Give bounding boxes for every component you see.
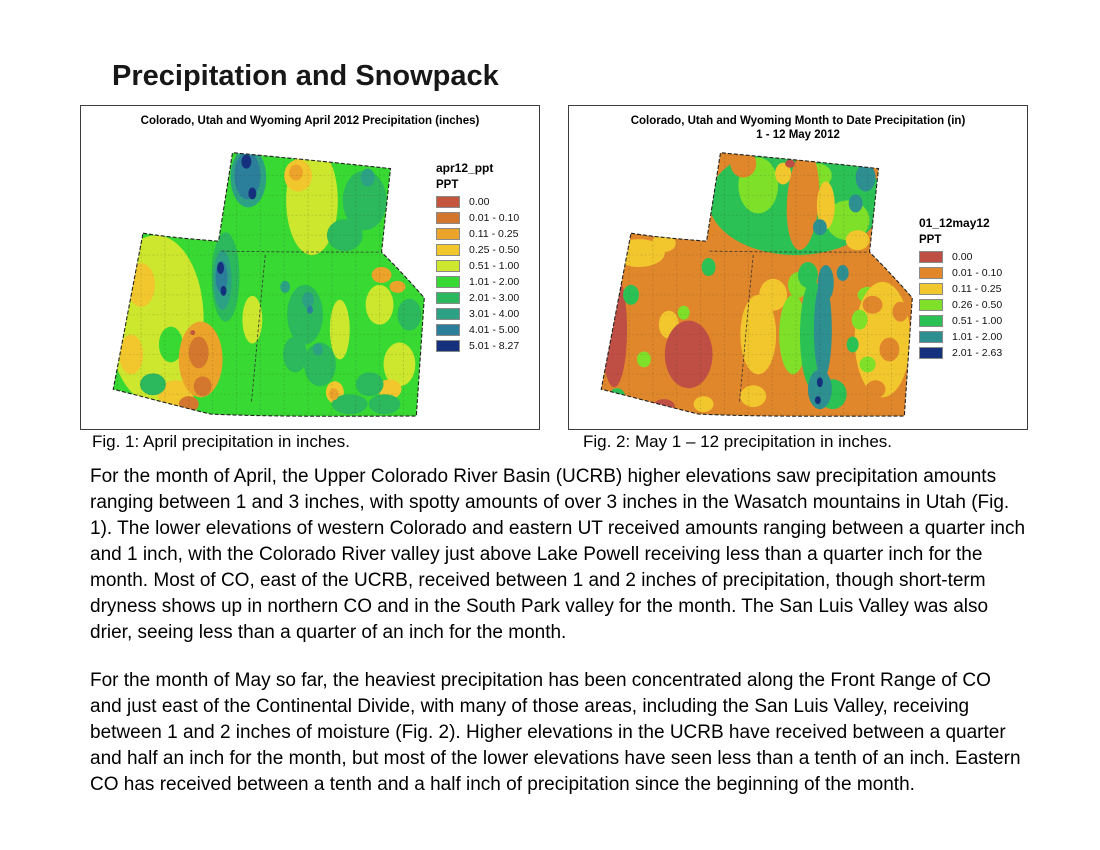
legend-swatch	[436, 292, 460, 304]
legend-swatch	[436, 244, 460, 256]
legend-swatch	[919, 267, 943, 279]
figure-2-caption: Fig. 2: May 1 – 12 precipitation in inch…	[583, 432, 892, 451]
figure-2-legend: 01_12may12 PPT 0.00 0.01 - 0.10 0.11 - 0.2…	[919, 216, 1002, 361]
legend-rows: 0.00 0.01 - 0.10 0.11 - 0.25 0.25 - 0.50 0.5…	[436, 194, 519, 354]
legend-label: 2.01 - 2.63	[952, 347, 1003, 359]
legend-row: 0.25 - 0.50	[436, 242, 519, 258]
legend-row: 0.01 - 0.10	[436, 210, 519, 226]
legend-label: 2.01 - 3.00	[469, 292, 520, 304]
legend-label: 0.26 - 0.50	[952, 299, 1003, 311]
legend-label: 0.01 - 0.10	[952, 267, 1003, 279]
legend-label: 1.01 - 2.00	[952, 331, 1003, 343]
legend-swatch	[919, 283, 943, 295]
legend-swatch	[919, 331, 943, 343]
legend-swatch	[436, 308, 460, 320]
legend-label: 1.01 - 2.00	[469, 276, 520, 288]
figure-2-map-title-line1: Colorado, Utah and Wyoming Month to Date…	[630, 115, 966, 127]
legend-row: 1.01 - 2.00	[436, 274, 519, 290]
legend-label: 0.00	[469, 196, 490, 208]
figure-2-map-title-line2: 1 - 12 May 2012	[756, 129, 840, 141]
figure-1-caption: Fig. 1: April precipitation in inches.	[92, 432, 350, 451]
page-title: Precipitation and Snowpack	[112, 60, 499, 92]
paragraph-april: For the month of April, the Upper Colora…	[90, 466, 1026, 643]
legend-row: 0.00	[919, 249, 1002, 265]
legend-row: 0.26 - 0.50	[919, 297, 1002, 313]
legend-row: 0.51 - 1.00	[919, 313, 1002, 329]
legend-swatch	[436, 212, 460, 224]
legend-swatch	[436, 340, 460, 352]
legend-swatch	[436, 228, 460, 240]
legend-row: 2.01 - 2.63	[919, 345, 1002, 361]
figure-2-map-title: Colorado, Utah and Wyoming Month to Date…	[569, 114, 1027, 142]
april-precipitation-map-graphic	[112, 152, 425, 417]
legend-label: 5.01 - 8.27	[469, 340, 520, 352]
legend-row: 0.01 - 0.10	[919, 265, 1002, 281]
legend-row: 5.01 - 8.27	[436, 338, 519, 354]
legend-label: 0.01 - 0.10	[469, 212, 520, 224]
legend-swatch	[919, 315, 943, 327]
legend-swatch	[919, 299, 943, 311]
legend-label: 0.51 - 1.00	[469, 260, 520, 272]
legend-swatch	[436, 276, 460, 288]
legend-layer-name: apr12_ppt	[436, 161, 494, 175]
legend-field-name: PPT	[436, 179, 459, 191]
legend-row: 0.51 - 1.00	[436, 258, 519, 274]
legend-field-name: PPT	[919, 234, 942, 246]
figure-1-map-frame: Colorado, Utah and Wyoming April 2012 Pr…	[80, 105, 540, 430]
figure-1-legend: apr12_ppt PPT 0.00 0.01 - 0.10 0.11 - 0.25…	[436, 161, 519, 354]
legend-swatch	[436, 260, 460, 272]
legend-row: 1.01 - 2.00	[919, 329, 1002, 345]
body-text: For the month of April, the Upper Colora…	[90, 464, 1027, 820]
figure-1-map-title-line1: Colorado, Utah and Wyoming April 2012 Pr…	[140, 115, 480, 127]
legend-label: 0.51 - 1.00	[952, 315, 1003, 327]
legend-label: 0.11 - 0.25	[952, 283, 1002, 295]
legend-row: 3.01 - 4.00	[436, 306, 519, 322]
legend-row: 0.11 - 0.25	[436, 226, 519, 242]
legend-label: 0.00	[952, 251, 973, 263]
legend-rows: 0.00 0.01 - 0.10 0.11 - 0.25 0.26 - 0.50 0.5…	[919, 249, 1002, 361]
legend-label: 0.25 - 0.50	[469, 244, 520, 256]
legend-label: 0.11 - 0.25	[469, 228, 519, 240]
legend-row: 2.01 - 3.00	[436, 290, 519, 306]
legend-row: 0.11 - 0.25	[919, 281, 1002, 297]
may-precipitation-map-graphic	[600, 152, 913, 417]
legend-label: 4.01 - 5.00	[469, 324, 520, 336]
legend-swatch	[436, 324, 460, 336]
legend-label: 3.01 - 4.00	[469, 308, 520, 320]
legend-swatch	[919, 251, 943, 263]
figure-1-map-title: Colorado, Utah and Wyoming April 2012 Pr…	[81, 114, 539, 128]
legend-swatch	[436, 196, 460, 208]
legend-layer-name: 01_12may12	[919, 216, 990, 230]
paragraph-may: For the month of May so far, the heavies…	[90, 670, 1021, 795]
legend-row: 4.01 - 5.00	[436, 322, 519, 338]
figure-2-map-frame: Colorado, Utah and Wyoming Month to Date…	[568, 105, 1028, 430]
legend-swatch	[919, 347, 943, 359]
legend-row: 0.00	[436, 194, 519, 210]
